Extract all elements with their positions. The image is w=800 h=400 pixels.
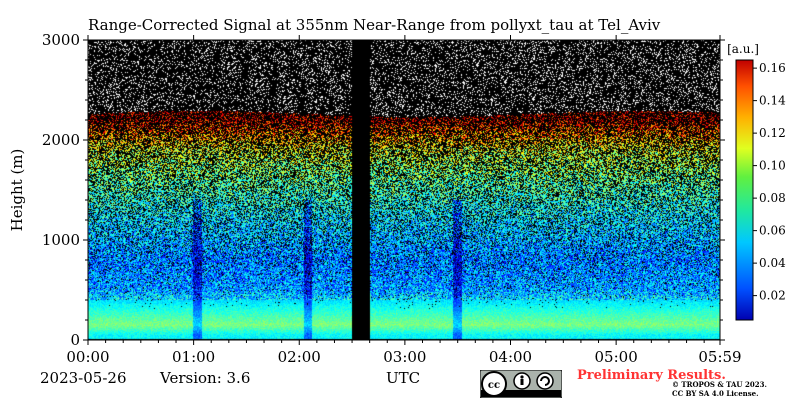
y-tick-label: 1000 (42, 231, 80, 249)
copyright-line2: CC BY SA 4.0 License. (672, 389, 759, 398)
colorbar-tick-label: 0.16 (759, 61, 786, 75)
colorbar-tick-label: 0.08 (759, 191, 786, 205)
plot-frame (87, 39, 721, 341)
colorbar-tick-label: 0.10 (759, 159, 786, 173)
colorbar (735, 59, 754, 321)
colorbar-tick-label: 0.06 (759, 224, 786, 238)
x-tick-label: 05:59 (698, 348, 741, 366)
x-tick-label: 00:00 (66, 348, 109, 366)
version-label: Version: 3.6 (160, 369, 251, 387)
cc-by-sa-badge-icon: cc (480, 370, 562, 398)
x-tick-label: 03:00 (383, 348, 426, 366)
colorbar-tick-label: 0.12 (759, 126, 786, 140)
x-tick-label: 04:00 (489, 348, 532, 366)
y-tick-label: 0 (70, 331, 80, 349)
y-axis: 0 1000 2000 3000 (42, 31, 725, 349)
x-axis: 00:00 01:00 02:00 03:00 04:00 05:00 05:59 (66, 35, 742, 366)
x-tick-label: 02:00 (278, 348, 321, 366)
y-tick-label: 2000 (42, 131, 80, 149)
svg-text:cc: cc (488, 380, 500, 391)
date-label: 2023-05-26 (40, 369, 127, 387)
x-axis-label: UTC (386, 369, 421, 387)
colorbar-tick-label: 0.14 (759, 94, 786, 108)
colorbar-label: [a.u.] (727, 42, 759, 56)
colorbar-ticks: 0.02 0.04 0.06 0.08 0.10 0.12 0.14 0.16 (753, 61, 786, 303)
x-tick-label: 01:00 (172, 348, 215, 366)
heatmap-image (88, 40, 720, 340)
copyright-notice: © TROPOS & TAU 2023. CC BY SA 4.0 Licens… (672, 380, 767, 398)
y-tick-label: 3000 (42, 31, 80, 49)
x-tick-label: 05:00 (595, 348, 638, 366)
colorbar-tick-label: 0.04 (759, 256, 786, 270)
preliminary-notice: Preliminary Results. (577, 368, 726, 383)
chart-title: Range-Corrected Signal at 355nm Near-Ran… (88, 16, 661, 34)
colorbar-tick-label: 0.02 (759, 289, 786, 303)
y-axis-label: Height (m) (8, 149, 26, 232)
copyright-line1: © TROPOS & TAU 2023. (672, 380, 767, 389)
